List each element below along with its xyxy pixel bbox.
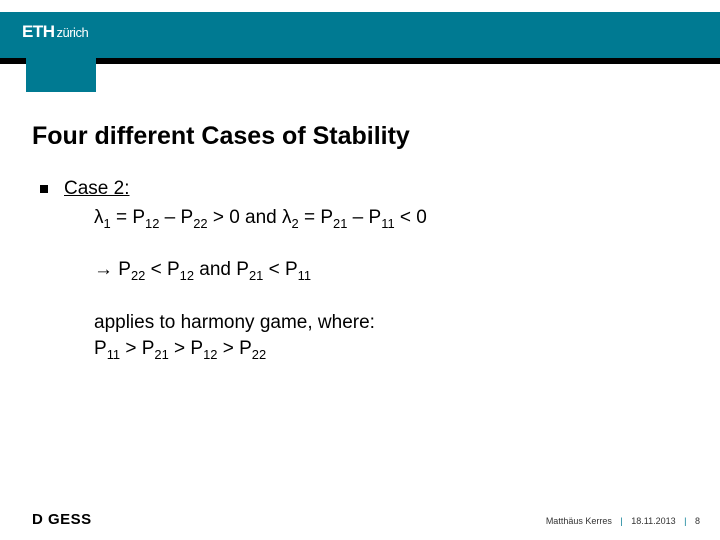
separator-icon: | [684, 516, 686, 526]
s: 11 [298, 268, 311, 283]
s: 12 [145, 215, 159, 230]
t: > 0 and λ [208, 207, 292, 228]
s: 21 [249, 268, 263, 283]
accent-block [26, 58, 96, 92]
s: 22 [193, 215, 207, 230]
t: → P [94, 259, 131, 280]
case-label: Case 2: [64, 176, 129, 203]
implication-line: → P22 < P12 and P21 < P11 [94, 257, 680, 284]
page-number: 8 [695, 516, 700, 526]
body-content: Case 2: λ1 = P12 – P22 > 0 and λ2 = P21 … [40, 176, 680, 363]
t: – P [347, 207, 381, 228]
eth-logo: ETH zürich [22, 22, 88, 42]
s: 22 [131, 268, 145, 283]
s: 12 [180, 268, 194, 283]
t: – P [159, 207, 193, 228]
date: 18.11.2013 [631, 516, 675, 526]
page-title: Four different Cases of Stability [32, 122, 410, 151]
t: > P [217, 338, 251, 359]
s: 22 [252, 347, 266, 362]
t: < P [145, 259, 179, 280]
separator-icon: | [620, 516, 622, 526]
s: 11 [381, 215, 394, 230]
t: > P [169, 338, 203, 359]
header-shadow [0, 58, 720, 64]
s: 21 [333, 215, 347, 230]
t: < P [263, 259, 297, 280]
logo-main: ETH [22, 22, 55, 42]
s: 1 [104, 215, 111, 230]
bullet-case: Case 2: [40, 176, 680, 203]
author: Matthäus Kerres [546, 516, 612, 526]
logo-sub: zürich [57, 25, 89, 40]
s: 12 [203, 347, 217, 362]
footer: D GESS Matthäus Kerres | 18.11.2013 | 8 [0, 508, 720, 528]
s: 21 [154, 347, 168, 362]
ordering-line: P11 > P21 > P12 > P22 [94, 336, 680, 363]
dept-text: D GESS [32, 511, 92, 528]
applies-text: applies to harmony game, where: [94, 310, 680, 337]
footer-meta: Matthäus Kerres | 18.11.2013 | 8 [546, 516, 700, 526]
lambda-line: λ1 = P12 – P22 > 0 and λ2 = P21 – P11 < … [94, 205, 680, 232]
t: > P [120, 338, 154, 359]
t: = P [299, 207, 333, 228]
t: P [94, 338, 107, 359]
t: λ [94, 207, 104, 228]
t: = P [111, 207, 145, 228]
applies-line: applies to harmony game, where: P11 > P2… [94, 310, 680, 363]
t: and P [194, 259, 249, 280]
t: < 0 [395, 207, 427, 228]
s: 2 [292, 215, 299, 230]
bullet-square-icon [40, 185, 48, 193]
dept-logo: D GESS [32, 511, 92, 528]
header-rail [0, 12, 720, 58]
s: 11 [107, 347, 120, 362]
